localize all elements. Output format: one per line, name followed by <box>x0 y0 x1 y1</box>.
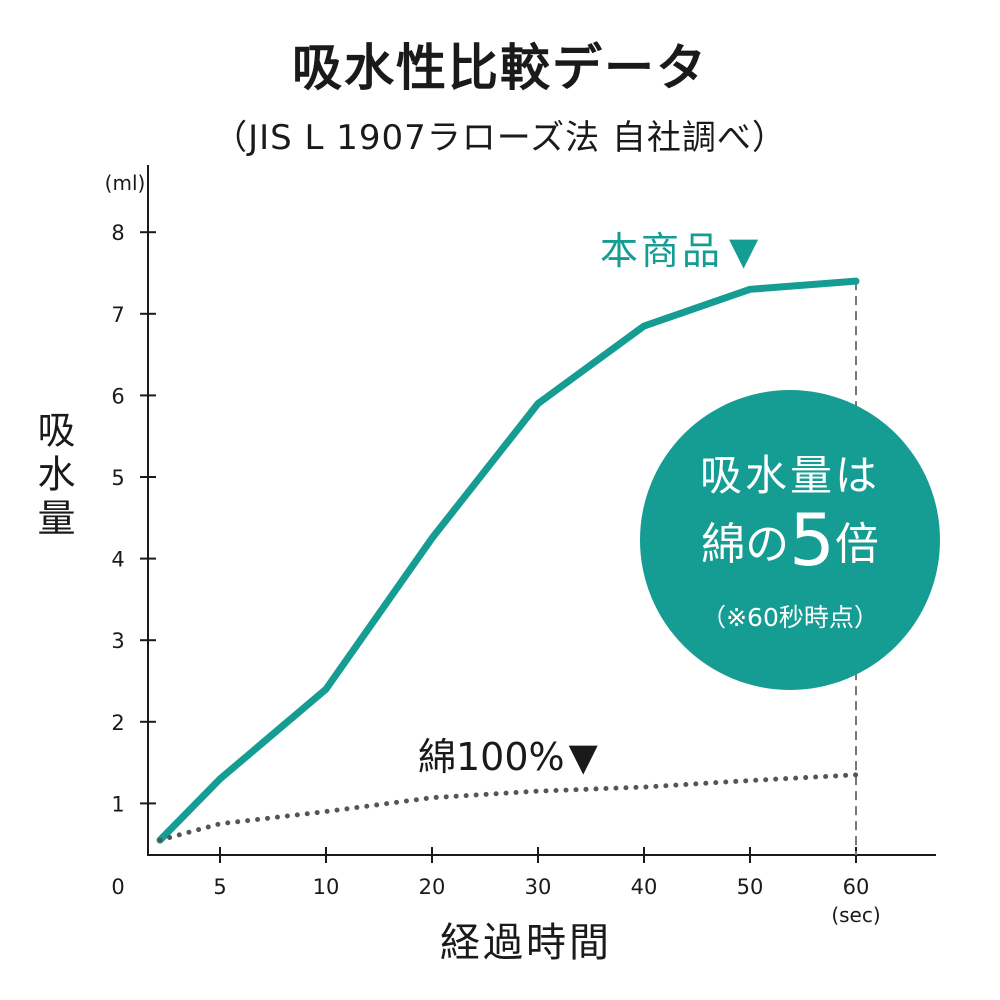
x-unit-label: (sec) <box>831 903 880 927</box>
y-tick-label: 4 <box>111 548 124 572</box>
series-line-1 <box>157 772 859 843</box>
series-label-product: 本商品 ▼ <box>600 229 761 273</box>
y-axis-title: 吸水量 <box>31 410 75 542</box>
annotation-line1: 吸水量は <box>699 451 880 500</box>
x-tick-label: 0 <box>111 875 124 899</box>
x-tick-label: 20 <box>419 875 446 899</box>
annotation-note: （※60秒時点） <box>701 603 879 632</box>
x-tick-label: 30 <box>525 875 552 899</box>
y-tick-label: 7 <box>111 303 124 327</box>
annotation-line2: 綿の5倍 <box>701 498 879 582</box>
x-axis-title: 経過時間 <box>440 920 612 966</box>
annotation-bubble: 吸水量は 綿の5倍 （※60秒時点） <box>640 390 940 690</box>
y-unit-label: (ml) <box>105 171 146 195</box>
y-tick-label: 5 <box>111 466 124 490</box>
y-tick-label: 3 <box>111 629 124 653</box>
series-line-0 <box>156 277 860 844</box>
x-tick-label: 60 <box>843 875 870 899</box>
chart-title: 吸水性比較データ <box>292 39 708 97</box>
x-tick-label: 50 <box>737 875 764 899</box>
x-tick-label: 5 <box>213 875 226 899</box>
y-tick-label: 8 <box>111 221 124 245</box>
series-label-cotton: 綿100% ▼ <box>418 735 599 779</box>
x-tick-label: 10 <box>313 875 340 899</box>
chart-subtitle: （JIS L 1907ラローズ法 自社調べ） <box>213 118 787 158</box>
x-tick-label: 40 <box>631 875 658 899</box>
y-tick-label: 1 <box>111 792 124 816</box>
y-tick-label: 2 <box>111 711 124 735</box>
y-tick-label: 6 <box>111 384 124 408</box>
